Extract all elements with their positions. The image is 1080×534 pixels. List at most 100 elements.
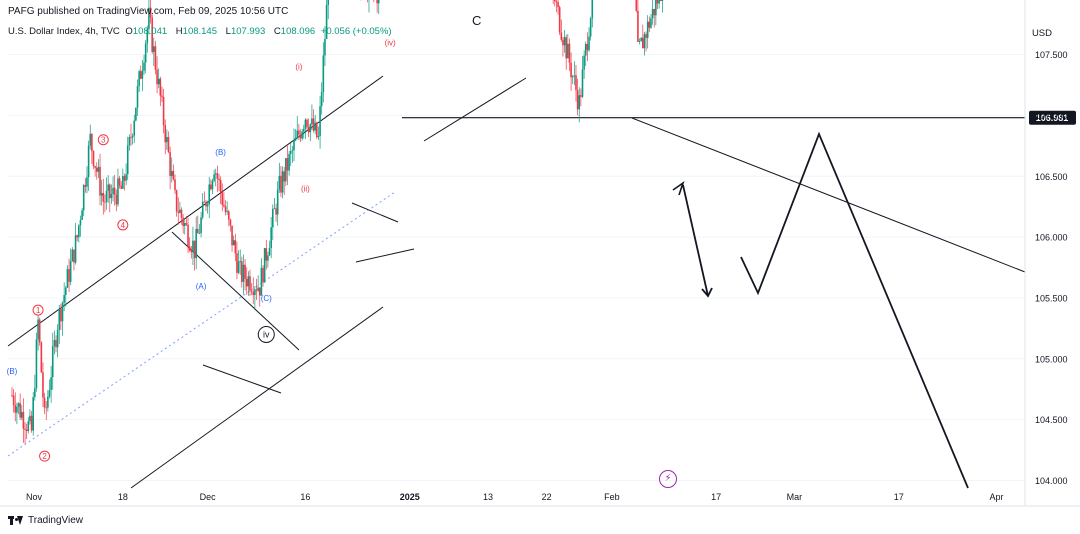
candle-body xyxy=(265,248,268,261)
candle-body xyxy=(296,130,299,138)
candle-body xyxy=(226,211,228,213)
candle-body xyxy=(558,7,561,33)
candle-body xyxy=(125,174,127,181)
candle-body xyxy=(309,124,312,133)
candle-body xyxy=(586,43,589,51)
candle-body xyxy=(71,249,74,262)
candle-body xyxy=(180,209,183,218)
lightning-icon[interactable]: ⚡ xyxy=(659,470,677,488)
candle-body xyxy=(92,151,95,167)
candle-body xyxy=(110,194,113,199)
candle-body xyxy=(61,302,64,322)
candle-body xyxy=(169,152,171,176)
candle-body xyxy=(205,201,207,207)
candle-body xyxy=(653,8,656,16)
candle-body xyxy=(17,403,20,407)
wave-label-text: 3 xyxy=(101,136,106,145)
price-tick-label: 106.500 xyxy=(1035,172,1068,182)
candle-body xyxy=(131,135,134,138)
candle-body xyxy=(183,223,186,226)
candle-body xyxy=(136,86,139,108)
candle-body xyxy=(576,90,579,110)
candle-body xyxy=(97,166,100,172)
candle-body xyxy=(40,342,43,373)
candle-body xyxy=(275,208,277,215)
candle-body xyxy=(120,185,123,189)
candle-body xyxy=(86,177,88,187)
candle-body xyxy=(258,287,261,296)
open-label: O xyxy=(125,26,133,37)
candle-body xyxy=(89,133,92,146)
wave-label-circle xyxy=(97,134,109,146)
symbol-legend: U.S. Dollar Index, 4h, TVC O108.041 H108… xyxy=(8,26,395,37)
candle-body xyxy=(27,421,30,432)
price-tick-label: 104.500 xyxy=(1035,415,1068,425)
candle-body xyxy=(144,43,147,63)
candle-body xyxy=(223,204,225,207)
candle-body xyxy=(294,137,297,141)
candle-body xyxy=(182,217,184,226)
price-tick-label: 106.000 xyxy=(1035,233,1068,243)
candle-body xyxy=(638,41,641,42)
candle-body xyxy=(278,175,281,190)
trend-line xyxy=(351,202,399,223)
wave-label-text: iv xyxy=(263,329,270,339)
wave-label-text: (B) xyxy=(7,367,18,376)
candle-body xyxy=(148,7,150,29)
candle-body xyxy=(43,397,46,408)
tradingview-footer: TradingView xyxy=(8,515,83,526)
trend-line xyxy=(130,306,384,489)
candle-body xyxy=(267,255,269,261)
candle-body xyxy=(643,34,646,49)
candle-body xyxy=(250,290,253,292)
candle-body xyxy=(645,34,647,38)
time-axis[interactable]: Nov 18 Dec 16 2025 13 22 Feb 17 Mar 17 Apr xyxy=(26,492,1004,502)
wave-label: (C) xyxy=(261,294,272,303)
candle-body xyxy=(99,166,101,196)
candle-body xyxy=(299,134,302,139)
candle-body xyxy=(203,201,206,203)
candle-body xyxy=(637,10,639,42)
candle-body xyxy=(565,37,567,59)
candle-body xyxy=(161,95,163,97)
candle-body xyxy=(87,145,90,178)
time-tick-label: 17 xyxy=(894,492,904,502)
time-tick-label: Feb xyxy=(604,492,620,502)
price-tick-label: 107.000 xyxy=(1035,111,1068,121)
candle-body xyxy=(241,261,243,282)
candle-body xyxy=(126,145,129,175)
candle-body xyxy=(575,75,577,91)
candle-body xyxy=(187,224,189,247)
candle-body xyxy=(263,248,266,283)
time-tick-label: Dec xyxy=(200,492,217,502)
candle-body xyxy=(567,43,569,59)
candle-body xyxy=(584,43,587,56)
candle-body xyxy=(35,339,38,389)
candle-body xyxy=(293,140,295,151)
candle-body xyxy=(16,406,18,413)
candle-body xyxy=(56,329,59,348)
candle-body xyxy=(234,240,237,254)
candle-body xyxy=(37,319,39,340)
wave-label: 2 xyxy=(39,450,51,462)
candle-body xyxy=(573,75,576,77)
candle-body xyxy=(68,269,70,282)
candle-body xyxy=(635,0,638,11)
candle-body xyxy=(270,227,272,249)
candle-body xyxy=(102,193,105,202)
candle-body xyxy=(237,261,240,273)
wave-label-text: (C) xyxy=(261,294,272,303)
candle-body xyxy=(30,415,33,431)
candle-body xyxy=(254,289,256,296)
candle-body xyxy=(91,133,93,152)
wave-label-circle xyxy=(32,304,44,316)
brand-name: TradingView xyxy=(28,515,84,526)
candle-body xyxy=(73,249,75,263)
candle-body xyxy=(141,70,144,79)
price-axis[interactable]: 111.000110.500110.000109.500109.000108.5… xyxy=(0,0,1080,507)
candle-body xyxy=(53,340,56,347)
candle-body xyxy=(24,428,26,430)
candle-body xyxy=(20,411,23,418)
candle-body xyxy=(232,240,235,246)
